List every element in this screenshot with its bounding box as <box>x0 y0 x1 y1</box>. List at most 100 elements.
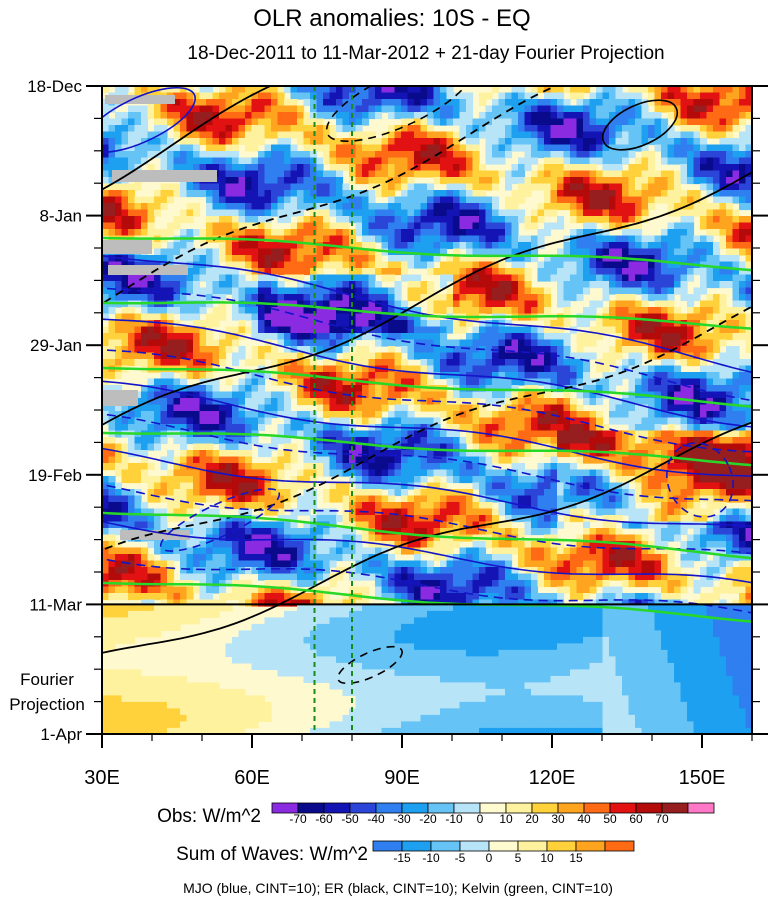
obs-cell <box>115 118 123 126</box>
obs-cell <box>492 424 500 432</box>
obs-cell <box>108 346 116 354</box>
obs-cell <box>440 274 448 282</box>
obs-cell <box>258 346 266 354</box>
obs-cell <box>316 105 324 113</box>
obs-cell <box>121 307 129 315</box>
obs-cell <box>615 222 623 230</box>
obs-cell <box>407 391 415 399</box>
obs-cell <box>303 443 311 451</box>
obs-cell <box>628 372 636 380</box>
obs-cell <box>245 86 253 94</box>
obs-cell <box>745 112 752 120</box>
obs-cell <box>290 352 298 360</box>
obs-cell <box>531 346 539 354</box>
obs-cell <box>329 190 337 198</box>
obs-cell <box>212 151 220 159</box>
obs-cell <box>700 131 708 139</box>
obs-cell <box>589 209 597 217</box>
obs-cell <box>316 378 324 386</box>
obs-cell <box>160 203 168 211</box>
obs-cell <box>739 274 747 282</box>
obs-cell <box>225 398 233 406</box>
obs-cell <box>173 248 181 256</box>
obs-cell <box>212 105 220 113</box>
obs-cell <box>206 404 214 412</box>
obs-cell <box>557 203 565 211</box>
obs-cell <box>524 255 532 263</box>
obs-cell <box>641 235 649 243</box>
obs-cell <box>706 378 714 386</box>
obs-cell <box>602 359 610 367</box>
obs-cell <box>505 105 513 113</box>
obs-cell <box>466 216 474 224</box>
obs-cell <box>739 112 747 120</box>
obs-cell <box>368 242 376 250</box>
obs-cell <box>680 424 688 432</box>
obs-cell <box>544 183 552 191</box>
obs-cell <box>147 313 155 321</box>
obs-cell <box>687 105 695 113</box>
obs-cell <box>323 190 331 198</box>
obs-cell <box>303 242 311 250</box>
obs-cell <box>388 183 396 191</box>
obs-cell <box>700 125 708 133</box>
obs-cell <box>440 398 448 406</box>
obs-cell <box>199 138 207 146</box>
obs-cell <box>674 151 682 159</box>
obs-cell <box>641 183 649 191</box>
obs-cell <box>635 385 643 393</box>
obs-cell <box>531 138 539 146</box>
obs-cell <box>238 274 246 282</box>
obs-cell <box>524 112 532 120</box>
obs-cell <box>641 138 649 146</box>
obs-cell <box>544 92 552 100</box>
obs-cell <box>505 118 513 126</box>
obs-cell <box>732 281 740 289</box>
obs-cell <box>167 313 175 321</box>
obs-cell <box>355 320 363 328</box>
obs-cell <box>238 346 246 354</box>
obs-cell <box>674 365 682 373</box>
obs-cell <box>719 131 727 139</box>
obs-cell <box>518 281 526 289</box>
obs-cell <box>381 417 389 425</box>
obs-cell <box>167 112 175 120</box>
obs-cell <box>388 170 396 178</box>
obs-cell <box>667 307 675 315</box>
obs-cell <box>186 294 194 302</box>
obs-cell <box>680 112 688 120</box>
obs-cell <box>401 359 409 367</box>
obs-cell <box>700 300 708 308</box>
obs-cell <box>225 268 233 276</box>
obs-cell <box>134 222 142 230</box>
obs-cell <box>492 261 500 269</box>
obs-cell <box>401 255 409 263</box>
obs-cell <box>394 313 402 321</box>
obs-cell <box>414 326 422 334</box>
obs-cell <box>622 417 630 425</box>
obs-cell <box>628 183 636 191</box>
obs-cell <box>232 164 240 172</box>
obs-cell <box>271 235 279 243</box>
obs-cell <box>537 398 545 406</box>
obs-cell <box>121 352 129 360</box>
obs-cell <box>401 144 409 152</box>
obs-cell <box>342 443 350 451</box>
obs-cell <box>336 177 344 185</box>
obs-cell <box>635 203 643 211</box>
obs-cell <box>212 411 220 419</box>
obs-cell <box>388 365 396 373</box>
obs-cell <box>505 125 513 133</box>
obs-cell <box>284 177 292 185</box>
obs-cell <box>498 437 506 445</box>
obs-cell <box>589 229 597 237</box>
obs-cell <box>251 190 259 198</box>
obs-cell <box>745 372 752 380</box>
obs-cell <box>713 196 721 204</box>
obs-cell <box>466 229 474 237</box>
obs-cell <box>115 417 123 425</box>
obs-cell <box>648 398 656 406</box>
obs-cell <box>433 229 441 237</box>
obs-cell <box>732 398 740 406</box>
obs-cell <box>290 248 298 256</box>
